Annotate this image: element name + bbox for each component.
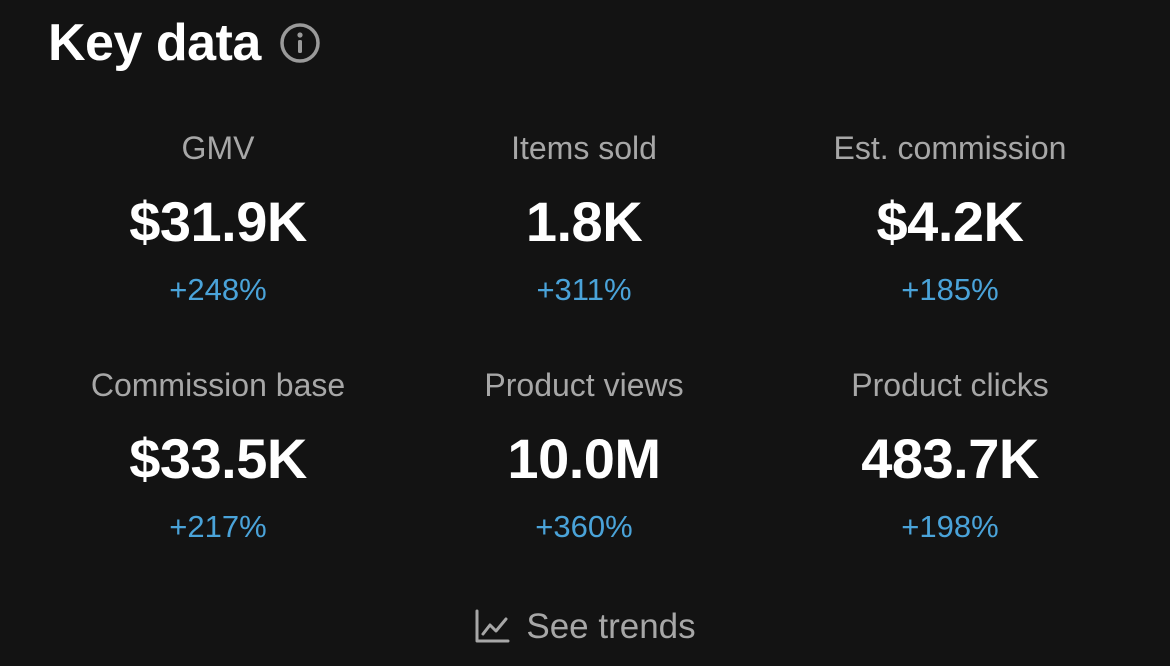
metric-label: Items sold — [511, 130, 657, 166]
metric-value: $31.9K — [129, 190, 307, 253]
metric-change: +248% — [169, 272, 267, 307]
page-title: Key data — [48, 14, 261, 72]
metric-label: Commission base — [90, 367, 346, 403]
metric-change: +311% — [536, 272, 632, 307]
line-chart-icon — [474, 608, 510, 644]
metric-value: 1.8K — [525, 190, 643, 253]
metric-label: Product clicks — [851, 367, 1049, 403]
metric-label: Product views — [484, 367, 684, 403]
metric-label: Est. commission — [833, 130, 1067, 166]
metric-change: +198% — [901, 509, 999, 544]
metric-value: $4.2K — [876, 190, 1024, 253]
see-trends-label: See trends — [526, 606, 696, 646]
metric-change: +185% — [901, 272, 999, 307]
metric-label: GMV — [181, 130, 255, 166]
metric-value: 483.7K — [861, 427, 1039, 490]
metric-change: +360% — [535, 509, 633, 544]
key-data-header: Key data — [48, 10, 321, 76]
metric-value: 10.0M — [507, 427, 661, 490]
metric-value: $33.5K — [129, 427, 307, 490]
metric-change: +217% — [169, 509, 267, 544]
see-trends-button[interactable]: See trends — [0, 604, 1170, 648]
info-circle-icon[interactable] — [279, 22, 321, 64]
